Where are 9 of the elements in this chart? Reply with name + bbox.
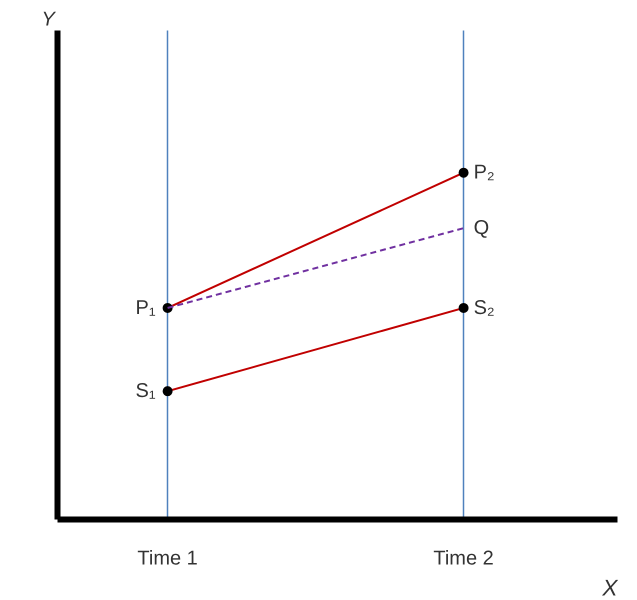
- x-tick-label: Time 2: [433, 548, 494, 570]
- annotation: P₁: [136, 296, 156, 319]
- text: Y: [42, 8, 56, 30]
- annotation: S₂: [474, 296, 495, 319]
- x-axis-title: X: [601, 574, 618, 600]
- annotation: Q: [474, 217, 490, 240]
- annotation: P₂: [474, 162, 495, 184]
- annotation: S₁: [136, 380, 156, 402]
- x-tick-label: Time 1: [137, 548, 198, 570]
